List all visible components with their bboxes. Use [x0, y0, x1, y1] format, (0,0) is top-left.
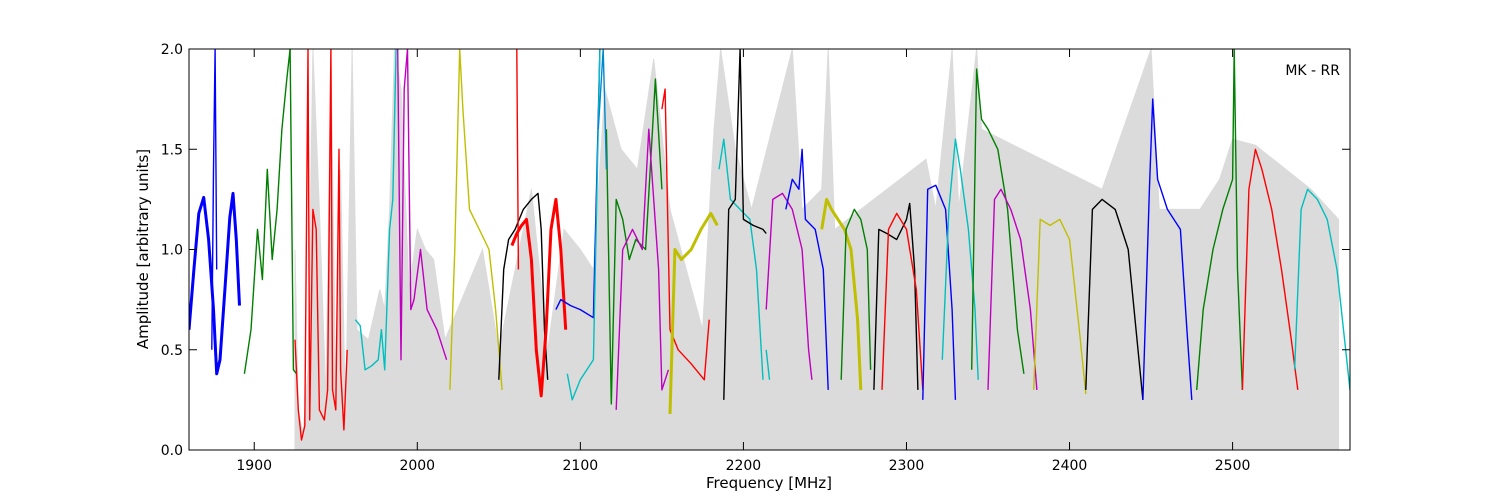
chart-annotation: MK - RR	[1285, 63, 1340, 79]
series-line-34	[1196, 49, 1244, 390]
series-line-2	[243, 49, 291, 374]
y-tick-label: 1.0	[161, 243, 183, 259]
x-tick-label: 1900	[236, 458, 272, 474]
series-line-11	[555, 49, 601, 319]
y-tick-label: 2.0	[161, 42, 183, 58]
series-line-18	[718, 138, 764, 380]
series-line-10	[516, 49, 520, 270]
x-axis-label: Frequency [MHz]	[706, 474, 832, 492]
series-line-4	[294, 49, 348, 441]
envelope-layer	[294, 49, 1340, 450]
series-line-25	[873, 202, 919, 390]
series-line-22	[785, 148, 829, 390]
series-line-35	[1241, 148, 1299, 390]
series-line-0	[189, 191, 241, 376]
series-line-5	[354, 49, 397, 371]
x-tick-label: 2000	[399, 458, 435, 474]
y-tick-label: 0.5	[161, 343, 183, 359]
series-line-8	[498, 192, 549, 380]
x-tick-label: 2100	[563, 458, 599, 474]
series-line-28	[941, 138, 979, 380]
series-line-19	[723, 49, 767, 400]
series-line-32	[1085, 198, 1144, 400]
series-line-12	[566, 49, 601, 401]
series-line-6	[397, 49, 448, 361]
series-line-30	[987, 188, 1038, 390]
series-line-24	[840, 208, 872, 380]
ticks-layer: 1900 2000 2100 2200 2300 2400 2500 0.0 0.5 1.0 1.5…	[161, 42, 1350, 474]
series-line-13	[605, 78, 663, 405]
series-line-1	[211, 49, 218, 350]
x-tick-label: 2300	[889, 458, 925, 474]
y-tick-label: 1.5	[161, 142, 183, 158]
y-tick-label: 0.0	[161, 443, 183, 459]
series-line-31	[1033, 218, 1087, 394]
series-line-9	[510, 197, 568, 398]
series-line-26	[881, 212, 924, 390]
series-line-15	[661, 88, 710, 381]
series-line-21	[765, 192, 813, 380]
series-line-20	[765, 349, 771, 380]
y-axis-label: Amplitude [arbitrary units]	[134, 149, 152, 349]
series-line-27	[922, 184, 957, 400]
series-line-36	[1293, 188, 1350, 390]
x-tick-label: 2200	[726, 458, 762, 474]
series-line-16	[668, 211, 719, 414]
series-line-7	[449, 49, 503, 390]
series-line-23	[820, 197, 863, 390]
series-line-33	[1142, 98, 1193, 400]
envelope-area	[294, 49, 1340, 450]
series-layer	[189, 49, 1350, 441]
series-line-29	[971, 68, 1025, 374]
x-tick-label: 2500	[1215, 458, 1251, 474]
series-line-14	[615, 128, 670, 410]
series-line-17	[597, 49, 608, 170]
series-line-3	[289, 49, 298, 375]
x-tick-label: 2400	[1052, 458, 1088, 474]
